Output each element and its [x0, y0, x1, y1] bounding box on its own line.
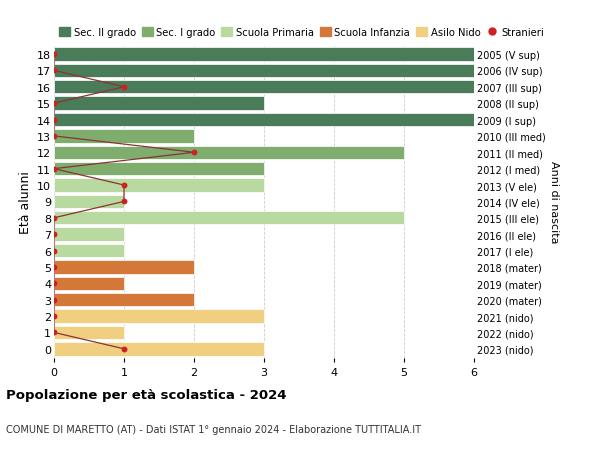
- Bar: [54, 48, 474, 62]
- Point: [49, 313, 59, 320]
- Point: [49, 51, 59, 59]
- Bar: [54, 326, 124, 339]
- Point: [49, 247, 59, 255]
- Bar: [54, 261, 194, 274]
- Point: [49, 67, 59, 75]
- Y-axis label: Età alunni: Età alunni: [19, 171, 32, 233]
- Bar: [54, 293, 194, 307]
- Bar: [54, 113, 474, 127]
- Bar: [54, 65, 474, 78]
- Text: COMUNE DI MARETTO (AT) - Dati ISTAT 1° gennaio 2024 - Elaborazione TUTTITALIA.IT: COMUNE DI MARETTO (AT) - Dati ISTAT 1° g…: [6, 425, 421, 435]
- Bar: [54, 310, 264, 323]
- Point: [189, 149, 199, 157]
- Bar: [54, 179, 264, 192]
- Point: [49, 133, 59, 140]
- Bar: [54, 130, 194, 143]
- Point: [49, 100, 59, 107]
- Text: Popolazione per età scolastica - 2024: Popolazione per età scolastica - 2024: [6, 388, 287, 401]
- Bar: [54, 195, 124, 209]
- Bar: [54, 342, 264, 356]
- Point: [49, 231, 59, 238]
- Bar: [54, 97, 264, 111]
- Point: [119, 182, 129, 189]
- Bar: [54, 228, 124, 241]
- Point: [49, 263, 59, 271]
- Point: [49, 297, 59, 304]
- Bar: [54, 277, 124, 291]
- Point: [49, 280, 59, 287]
- Bar: [54, 162, 264, 176]
- Point: [119, 198, 129, 206]
- Point: [49, 215, 59, 222]
- Legend: Sec. II grado, Sec. I grado, Scuola Primaria, Scuola Infanzia, Asilo Nido, Stran: Sec. II grado, Sec. I grado, Scuola Prim…: [59, 28, 544, 38]
- Point: [119, 345, 129, 353]
- Point: [119, 84, 129, 91]
- Y-axis label: Anni di nascita: Anni di nascita: [550, 161, 559, 243]
- Point: [49, 117, 59, 124]
- Point: [49, 329, 59, 336]
- Bar: [54, 212, 404, 225]
- Bar: [54, 146, 404, 160]
- Bar: [54, 81, 474, 94]
- Bar: [54, 244, 124, 257]
- Point: [49, 166, 59, 173]
